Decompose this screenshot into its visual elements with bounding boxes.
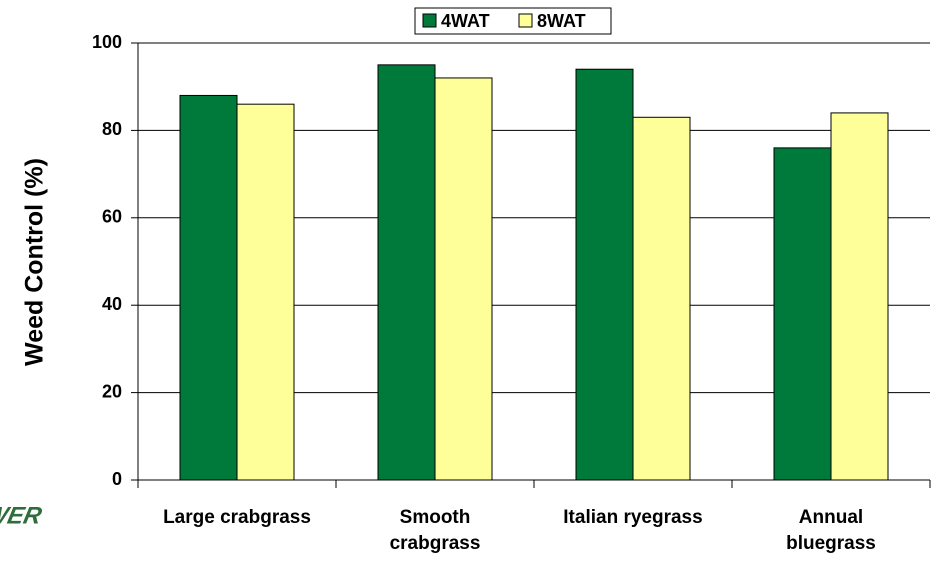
bar — [179, 94, 238, 481]
bar — [434, 77, 493, 481]
bar — [773, 147, 832, 481]
legend-box — [414, 7, 612, 35]
y-tick-label: 60 — [102, 207, 122, 227]
legend-label: 4WAT — [441, 11, 490, 31]
y-tick-label: 0 — [112, 469, 122, 489]
logo: TOWER — [0, 503, 44, 530]
legend-swatch — [518, 13, 533, 28]
y-axis-label: Weed Control (%) — [21, 158, 49, 366]
bar — [575, 68, 634, 481]
y-tick-label: 40 — [102, 294, 122, 314]
x-tick-label: Italian ryegrass — [563, 507, 703, 528]
x-tick-label: Large crabgrass — [163, 507, 311, 528]
y-tick-label: 20 — [102, 381, 122, 401]
bar — [236, 103, 295, 481]
bar — [632, 116, 691, 481]
x-tick-label: Smooth crabgrass — [389, 507, 481, 554]
legend-swatch — [422, 13, 437, 28]
y-tick-label: 100 — [92, 32, 122, 52]
legend-label: 8WAT — [537, 11, 586, 31]
bar — [830, 112, 889, 481]
x-tick-label: Annual bluegrass — [786, 507, 876, 554]
bar — [377, 64, 436, 481]
y-tick-label: 80 — [102, 119, 122, 139]
